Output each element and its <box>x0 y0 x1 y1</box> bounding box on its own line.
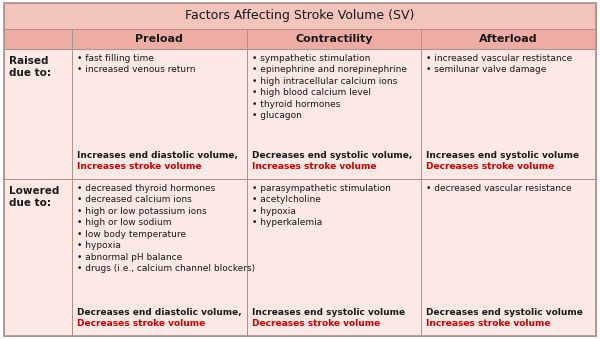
Bar <box>4 3 596 29</box>
Text: Increases end diastolic volume,: Increases end diastolic volume, <box>77 151 238 160</box>
Bar <box>247 179 421 336</box>
Text: Increases end systolic volume: Increases end systolic volume <box>427 151 580 160</box>
Bar <box>4 29 72 49</box>
Text: Increases end systolic volume: Increases end systolic volume <box>251 308 405 317</box>
Text: Lowered
due to:: Lowered due to: <box>9 186 59 208</box>
Text: • sympathetic stimulation
• epinephrine and norepinephrine
• high intracellular : • sympathetic stimulation • epinephrine … <box>251 54 407 120</box>
Text: Decreases stroke volume: Decreases stroke volume <box>427 162 554 171</box>
Text: Increases stroke volume: Increases stroke volume <box>427 319 551 328</box>
Text: Decreases stroke volume: Decreases stroke volume <box>251 319 380 328</box>
Text: • fast filling time
• increased venous return: • fast filling time • increased venous r… <box>77 54 196 75</box>
Text: Factors Affecting Stroke Volume (SV): Factors Affecting Stroke Volume (SV) <box>185 9 415 22</box>
Bar <box>421 29 596 49</box>
Text: Decreases stroke volume: Decreases stroke volume <box>77 319 205 328</box>
Text: Increases stroke volume: Increases stroke volume <box>77 162 202 171</box>
Text: Preload: Preload <box>136 34 183 44</box>
Text: Decreases end systolic volume,: Decreases end systolic volume, <box>251 151 412 160</box>
Bar <box>421 49 596 179</box>
Text: Raised
due to:: Raised due to: <box>9 56 51 78</box>
Text: • increased vascular restistance
• semilunar valve damage: • increased vascular restistance • semil… <box>427 54 572 75</box>
Text: Increases stroke volume: Increases stroke volume <box>251 162 376 171</box>
Text: • decreased vascular resistance: • decreased vascular resistance <box>427 184 572 193</box>
Bar <box>4 49 72 179</box>
Text: Decreases end diastolic volume,: Decreases end diastolic volume, <box>77 308 242 317</box>
Text: • parasympathetic stimulation
• acetylcholine
• hypoxia
• hyperkalemia: • parasympathetic stimulation • acetylch… <box>251 184 391 227</box>
Bar <box>72 49 247 179</box>
Text: Contractility: Contractility <box>295 34 373 44</box>
Text: Afterload: Afterload <box>479 34 538 44</box>
Bar <box>421 179 596 336</box>
Bar <box>72 29 247 49</box>
Bar <box>247 29 421 49</box>
Bar <box>72 179 247 336</box>
Bar <box>247 49 421 179</box>
Text: Decreases end systolic volume: Decreases end systolic volume <box>427 308 583 317</box>
Bar <box>4 179 72 336</box>
Text: • decreased thyroid hormones
• decreased calcium ions
• high or low potassium io: • decreased thyroid hormones • decreased… <box>77 184 255 273</box>
